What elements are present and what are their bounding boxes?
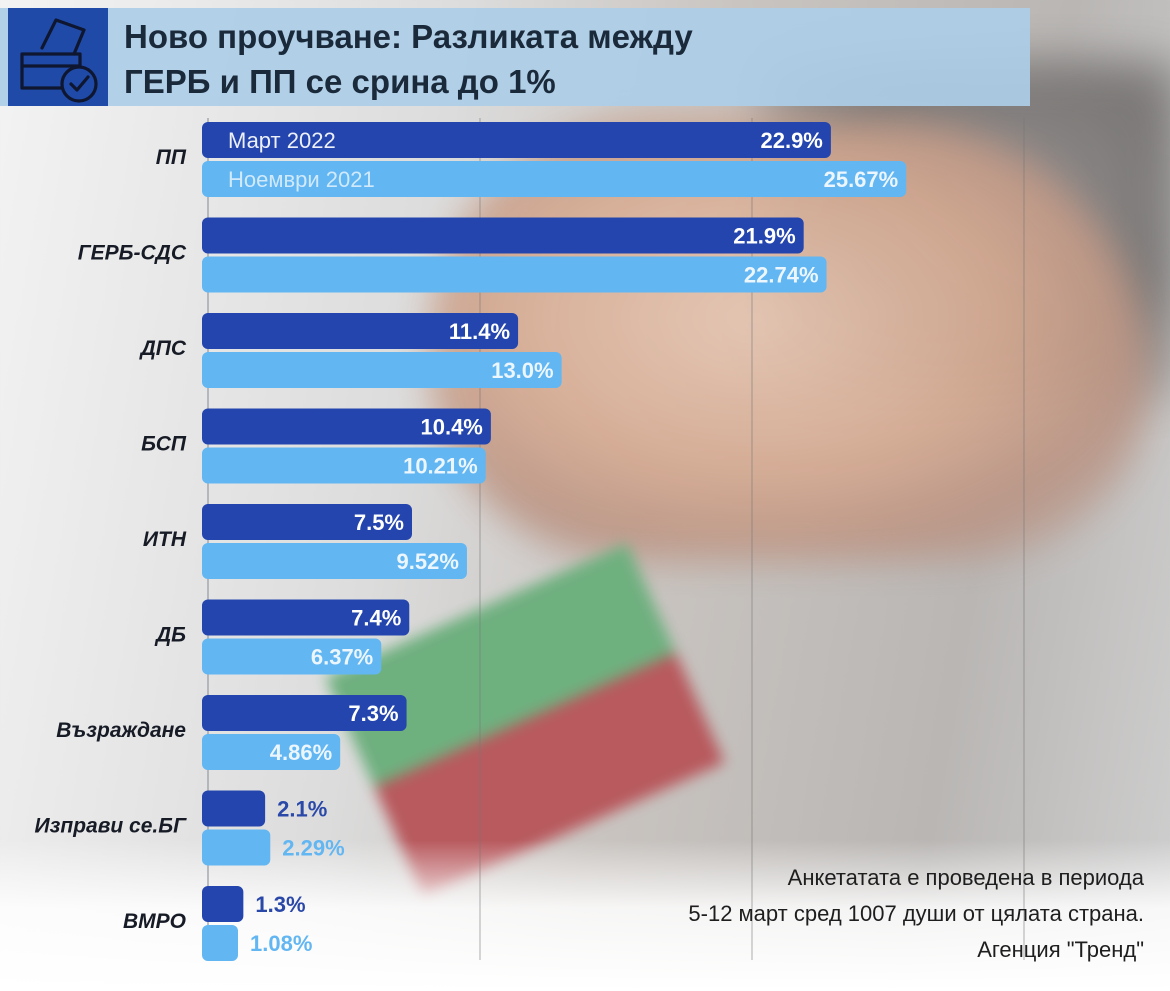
data-label: 4.86%	[270, 740, 332, 765]
background-fade	[0, 840, 1170, 991]
note-line-1: Анкетатата е проведена в периода	[787, 865, 1144, 890]
title-line-2: ГЕРБ и ПП се срина до 1%	[124, 63, 556, 100]
data-label: 22.9%	[760, 128, 822, 153]
category-label: ВМРО	[123, 910, 186, 933]
data-label: 2.1%	[277, 797, 327, 822]
bar-march-2022	[202, 599, 410, 636]
data-label: 1.3%	[255, 892, 305, 917]
data-label: 10.4%	[420, 415, 482, 440]
bar-march-2022	[202, 313, 519, 349]
data-label: 11.4%	[449, 319, 510, 344]
note-line-3: Агенция "Тренд"	[977, 937, 1144, 962]
data-label: 2.29%	[282, 836, 344, 861]
bar-november-2021	[202, 543, 467, 579]
category-label: ДБ	[154, 624, 186, 647]
title-line-1: Ново проучване: Разликата между	[124, 18, 693, 55]
data-label: 10.21%	[403, 454, 478, 479]
logo-box	[8, 8, 108, 106]
bar-november-2021	[202, 829, 271, 866]
ballot-box-check-icon	[20, 18, 98, 103]
legend-label: Март 2022	[228, 128, 336, 153]
category-label: ДПС	[139, 337, 187, 360]
bar-march-2022	[202, 122, 831, 158]
bar-march-2022	[202, 217, 804, 254]
bar-november-2021	[202, 161, 907, 197]
category-label: Изправи се.БГ	[35, 815, 188, 838]
bar-march-2022	[202, 504, 412, 540]
bar-march-2022	[202, 408, 491, 445]
bar-november-2021	[202, 256, 827, 293]
bar-november-2021	[202, 734, 341, 770]
category-label: БСП	[141, 433, 187, 456]
data-label: 6.37%	[311, 645, 373, 670]
data-label: 25.67%	[824, 167, 899, 192]
data-label: 1.08%	[250, 931, 312, 956]
category-label: ПП	[156, 146, 187, 169]
data-label: 7.3%	[348, 701, 398, 726]
data-label: 9.52%	[397, 549, 459, 574]
data-label: 7.4%	[351, 606, 401, 631]
bar-november-2021	[202, 638, 382, 675]
note-line-2: 5-12 март сред 1007 души от цялата стран…	[688, 901, 1144, 926]
title-band	[0, 8, 1030, 106]
data-label: 13.0%	[491, 358, 553, 383]
data-label: 22.74%	[744, 263, 819, 288]
data-label: 7.5%	[354, 510, 404, 535]
legend-label: Ноември 2021	[228, 167, 375, 192]
page-title: Ново проучване: Разликата между ГЕРБ и П…	[124, 14, 1004, 104]
category-label: ИТН	[143, 528, 187, 551]
data-label: 21.9%	[733, 224, 795, 249]
bar-november-2021	[202, 352, 562, 388]
bar-march-2022	[202, 695, 407, 731]
bar-november-2021	[202, 447, 486, 484]
survey-note: Анкетатата е проведена в периода 5-12 ма…	[504, 860, 1144, 968]
bar-november-2021	[202, 925, 238, 961]
category-label: ГЕРБ-СДС	[78, 242, 187, 265]
category-label: Възраждане	[56, 719, 186, 742]
bar-march-2022	[202, 886, 244, 922]
bar-march-2022	[202, 790, 266, 827]
